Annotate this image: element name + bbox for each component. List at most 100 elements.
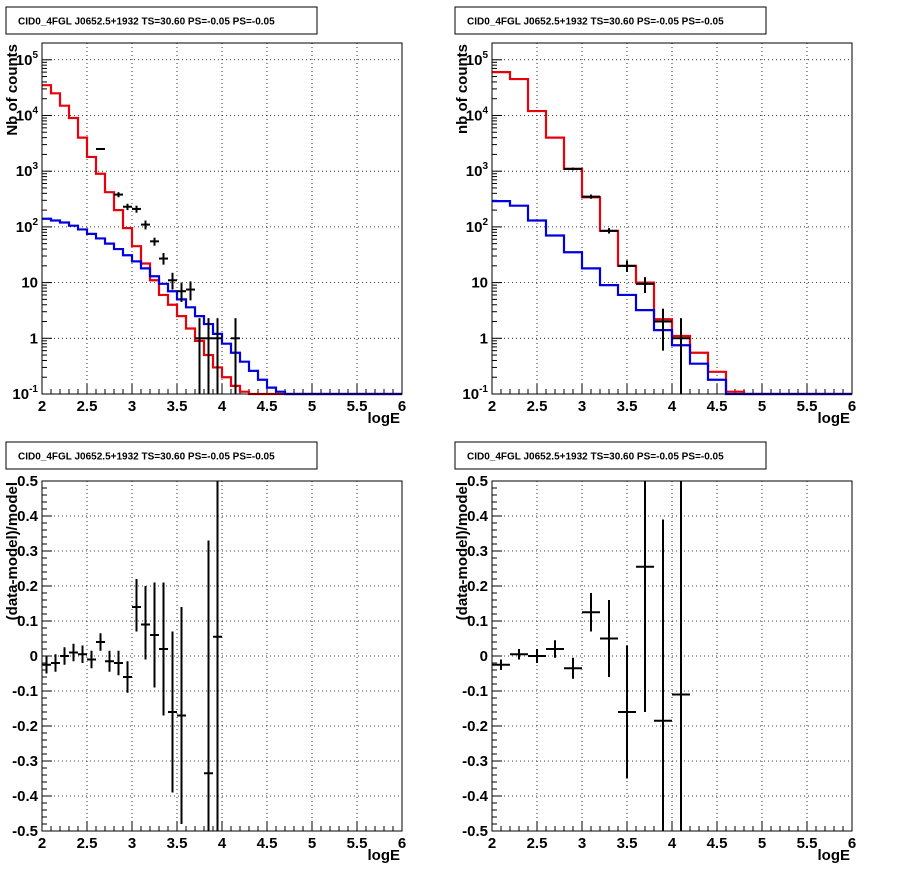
y-tick-label: 103 xyxy=(466,161,489,180)
data-point xyxy=(51,654,60,672)
data-point xyxy=(141,220,150,230)
x-axis-title: logE xyxy=(818,410,851,427)
y-tick-base: 10 xyxy=(21,275,38,292)
x-tick-label: 4 xyxy=(668,835,677,852)
x-tick-label: 6 xyxy=(398,835,406,852)
x-tick-label: 2.5 xyxy=(77,398,98,415)
panel-bottom-right: CID0_4FGL J0652.5+1932 TS=30.60 PS=-0.05… xyxy=(454,441,856,864)
series-0 xyxy=(42,481,222,831)
data-point xyxy=(69,643,78,662)
x-tick-label: 3 xyxy=(578,398,586,415)
y-tick-base: 10 xyxy=(16,52,33,69)
y-tick-label: 0.1 xyxy=(467,613,488,630)
data-point xyxy=(654,519,672,831)
y-tick-base: 10 xyxy=(462,386,479,403)
x-tick-label: 4 xyxy=(218,835,227,852)
y-tick-label: -0.5 xyxy=(12,823,38,840)
y-tick-base: 10 xyxy=(466,219,483,236)
y-tick-exponent: 5 xyxy=(32,50,38,61)
data-point xyxy=(564,657,582,679)
y-tick-label: 102 xyxy=(466,217,489,236)
plot-frame xyxy=(491,42,853,395)
data-point xyxy=(186,281,195,301)
data-point xyxy=(546,640,564,658)
panel-title: CID0_4FGL J0652.5+1932 TS=30.60 PS=-0.05… xyxy=(467,452,724,463)
y-tick-label: 1 xyxy=(480,330,488,347)
data-point xyxy=(204,318,213,394)
x-axis-title: logE xyxy=(368,847,401,864)
y-tick-label: -0.2 xyxy=(12,718,38,735)
x-tick-label: 3.5 xyxy=(617,835,638,852)
y-tick-exponent: -1 xyxy=(479,384,488,395)
data-point xyxy=(213,481,222,831)
data-point xyxy=(636,481,654,712)
y-tick-base: 10 xyxy=(466,107,483,124)
plot-frame xyxy=(491,480,853,832)
axis-ticks xyxy=(491,42,853,395)
x-tick-label: 4.5 xyxy=(257,835,278,852)
title-box xyxy=(454,441,767,470)
data-point xyxy=(42,656,51,674)
x-tick-label: 4 xyxy=(668,398,677,415)
series-1 xyxy=(492,200,852,396)
data-point xyxy=(600,600,618,677)
title-box xyxy=(5,441,318,470)
data-point xyxy=(618,645,636,779)
data-point xyxy=(510,649,528,660)
y-tick-label: 104 xyxy=(16,105,39,124)
x-tick-label: 5 xyxy=(758,398,766,415)
grid xyxy=(492,481,852,831)
data-point xyxy=(636,277,654,294)
y-tick-label: 0.3 xyxy=(467,543,488,560)
data-point xyxy=(150,582,159,688)
y-tick-label: -0.3 xyxy=(12,753,38,770)
y-tick-label: -0.4 xyxy=(12,788,39,805)
y-tick-base: 1 xyxy=(480,330,488,347)
series-2 xyxy=(564,167,690,394)
data-point xyxy=(87,650,96,669)
y-tick-exponent: 3 xyxy=(482,161,488,172)
y-tick-label: 105 xyxy=(16,50,39,69)
data-point xyxy=(132,205,141,213)
panel-title: CID0_4FGL J0652.5+1932 TS=30.60 PS=-0.05… xyxy=(18,17,275,28)
y-tick-exponent: 5 xyxy=(482,50,488,61)
y-tick-label: 0.3 xyxy=(17,543,38,560)
hist-line xyxy=(492,200,852,396)
x-axis-title: logE xyxy=(818,847,851,864)
data-point xyxy=(123,661,132,693)
data-point xyxy=(177,607,186,824)
x-tick-label: 5.5 xyxy=(347,835,368,852)
data-point xyxy=(114,650,123,676)
panel-top-right: CID0_4FGL J0652.5+1932 TS=30.60 PS=-0.05… xyxy=(454,6,856,427)
x-tick-label: 4.5 xyxy=(707,835,728,852)
data-point xyxy=(231,318,240,394)
y-tick-base: 10 xyxy=(16,107,33,124)
y-tick-label: 104 xyxy=(466,105,489,124)
y-tick-label: 10-1 xyxy=(12,384,38,403)
y-tick-base: 10 xyxy=(466,52,483,69)
x-tick-label: 4.5 xyxy=(707,398,728,415)
x-tick-label: 3 xyxy=(578,835,586,852)
x-tick-label: 5 xyxy=(308,835,316,852)
data-point xyxy=(168,631,177,793)
data-point xyxy=(78,645,87,663)
x-tick-label: 2.5 xyxy=(527,398,548,415)
y-tick-exponent: 2 xyxy=(32,217,38,228)
grid xyxy=(42,481,402,831)
title-box xyxy=(454,6,767,35)
y-tick-base: 10 xyxy=(16,163,33,180)
x-tick-label: 6 xyxy=(398,398,406,415)
y-tick-label: 1 xyxy=(30,330,38,347)
data-point xyxy=(492,659,510,670)
x-tick-label: 2 xyxy=(38,835,46,852)
y-axis-title: Nb of counts xyxy=(4,44,21,136)
x-tick-label: 3.5 xyxy=(617,398,638,415)
data-point xyxy=(159,252,168,265)
x-tick-label: 4.5 xyxy=(257,398,278,415)
data-point xyxy=(96,633,105,651)
data-point xyxy=(150,237,159,246)
data-point xyxy=(654,308,672,351)
x-tick-label: 6 xyxy=(848,398,856,415)
y-tick-base: 10 xyxy=(12,386,29,403)
series-0 xyxy=(492,481,690,831)
